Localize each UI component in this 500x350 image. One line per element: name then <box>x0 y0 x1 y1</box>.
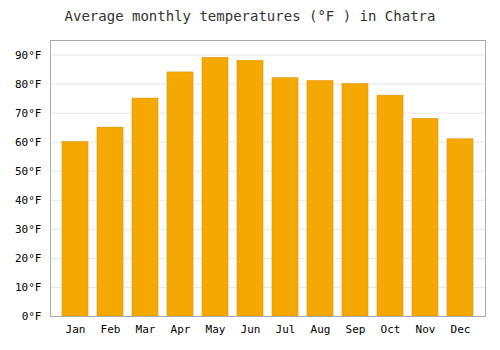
html-text:Average monthly temperatures (: Average monthly temperatures (°F ) in Ch… <box>64 8 436 24</box>
svg-text:10°F: 10°F <box>15 281 42 294</box>
svg-text:Apr: Apr <box>171 323 191 336</box>
svg-text:Jan: Jan <box>66 323 86 336</box>
svg-text:Feb: Feb <box>101 323 121 336</box>
svg-text:Aug: Aug <box>311 323 331 336</box>
svg-text:Jul: Jul <box>276 323 296 336</box>
svg-text:80°F: 80°F <box>15 78 42 91</box>
svg-text:Sep: Sep <box>346 323 366 336</box>
svg-text:May: May <box>206 323 226 336</box>
svg-text:20°F: 20°F <box>15 252 42 265</box>
svg-text:60°F: 60°F <box>15 136 42 149</box>
svg-text:30°F: 30°F <box>15 223 42 236</box>
svg-text:Jun: Jun <box>241 323 261 336</box>
svg-text:Dec: Dec <box>451 323 471 336</box>
svg-text:Nov: Nov <box>416 323 436 336</box>
svg-text:90°F: 90°F <box>15 49 42 62</box>
svg-text:50°F: 50°F <box>15 165 42 178</box>
svg-text:70°F: 70°F <box>15 107 42 120</box>
svg-text:Mar: Mar <box>136 323 156 336</box>
svg-text:0°F: 0°F <box>22 310 42 323</box>
svg-text:40°F: 40°F <box>15 194 42 207</box>
svg-text:Oct: Oct <box>381 323 401 336</box>
